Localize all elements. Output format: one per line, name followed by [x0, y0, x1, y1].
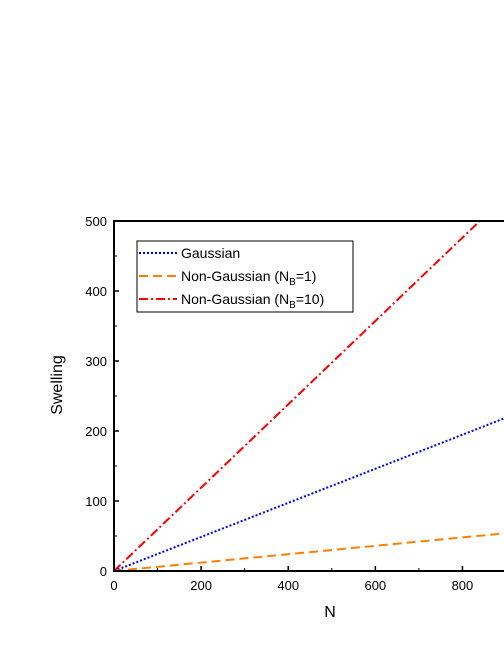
legend-label-subscript: B	[289, 300, 296, 311]
x-tick-label: 200	[190, 578, 212, 593]
legend-label-main: Gaussian	[181, 245, 240, 261]
legend-label-tail: =1)	[296, 268, 317, 284]
legend-label-subscript: B	[289, 277, 296, 288]
x-axis-title: N	[324, 604, 336, 621]
series-line-1	[114, 417, 504, 571]
legend-label-main: Non-Gaussian (N	[181, 291, 289, 307]
legend-label-main: Non-Gaussian (N	[181, 268, 289, 284]
y-tick-label: 300	[85, 354, 107, 369]
x-tick-label: 400	[277, 578, 299, 593]
legend-label-tail: =10)	[296, 291, 324, 307]
y-tick-label: 500	[85, 214, 107, 229]
y-tick-label: 200	[85, 424, 107, 439]
axes-layer: 0 200 400 600 800 0 100 200 300 400 500	[85, 214, 504, 593]
legend-label-1: Gaussian	[181, 245, 240, 261]
x-tick-label: 0	[110, 578, 117, 593]
legend-label-2: Non-Gaussian (NB=1)	[181, 268, 316, 288]
y-axis-title: Swelling	[49, 355, 66, 415]
series-line-3	[114, 221, 481, 571]
series-layer	[114, 221, 504, 571]
y-tick-label: 100	[85, 494, 107, 509]
series-line-2	[114, 532, 504, 571]
x-tick-label: 600	[364, 578, 386, 593]
legend-label-3: Non-Gaussian (NB=10)	[181, 291, 324, 311]
x-tick-label: 800	[452, 578, 474, 593]
y-tick-label: 0	[100, 564, 107, 579]
y-tick-label: 400	[85, 284, 107, 299]
